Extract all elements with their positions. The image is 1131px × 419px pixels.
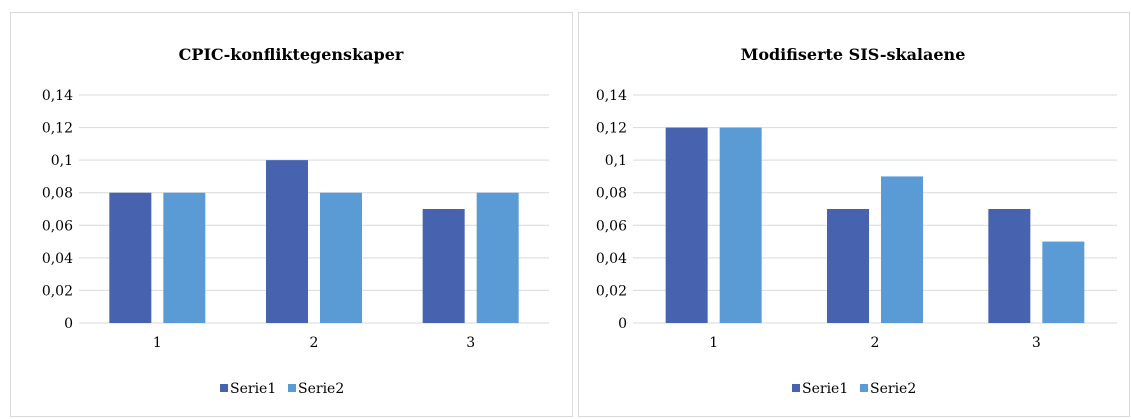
y-tick-label: 0,02 — [596, 283, 627, 299]
bar-serie2-2 — [320, 192, 362, 323]
y-tick-label: 0 — [64, 316, 73, 332]
chart-panel-cpic: CPIC-konfliktegenskaper 0 0,02 0,04 0,06 0,08… — [10, 12, 573, 417]
chart-panel-sis: Modifiserte SIS-skalaene 0 0,02 0,04 0,06 0,0… — [578, 12, 1130, 417]
bar-serie2-1 — [163, 192, 206, 323]
y-tick-label: 0 — [618, 316, 627, 332]
chart-svg-sis: Modifiserte SIS-skalaene 0 0,02 0,04 0,06 0,0… — [596, 45, 1117, 397]
y-tick-label: 0,14 — [596, 88, 627, 104]
chart-title: CPIC-konfliktegenskaper — [179, 45, 404, 64]
legend-label-serie2: Serie2 — [870, 381, 916, 397]
y-tick-label: 0,06 — [596, 218, 627, 234]
y-tick-label: 0,14 — [42, 88, 73, 104]
x-tick-label: 1 — [709, 335, 718, 351]
legend-label-serie2: Serie2 — [298, 381, 344, 397]
bar-serie1-1 — [109, 192, 152, 323]
legend-swatch-serie2 — [288, 384, 296, 392]
y-tick-label: 0,08 — [596, 186, 627, 202]
legend-swatch-serie1 — [220, 384, 228, 392]
chart-title: Modifiserte SIS-skalaene — [741, 45, 966, 64]
x-tick-label: 2 — [310, 335, 319, 351]
bar-serie1-2 — [266, 160, 308, 323]
y-tick-label: 0,08 — [42, 186, 73, 202]
bar-serie2-3 — [476, 192, 519, 323]
bar-serie1-3 — [988, 209, 1031, 323]
bar-serie1-3 — [422, 209, 465, 323]
y-tick-label: 0,04 — [42, 251, 73, 267]
y-tick-label: 0,06 — [42, 218, 73, 234]
y-tick-label: 0,12 — [42, 121, 73, 137]
x-tick-label: 2 — [871, 335, 880, 351]
bar-serie2-3 — [1042, 241, 1085, 323]
legend-swatch-serie1 — [792, 384, 800, 392]
chart-svg-cpic: CPIC-konfliktegenskaper 0 0,02 0,04 0,06 0,08… — [42, 45, 549, 397]
legend-label-serie1: Serie1 — [230, 381, 276, 397]
legend-swatch-serie2 — [860, 384, 868, 392]
legend-label-serie1: Serie1 — [802, 381, 848, 397]
x-tick-label: 3 — [466, 335, 475, 351]
x-tick-label: 1 — [153, 335, 162, 351]
y-tick-label: 0,12 — [596, 121, 627, 137]
y-tick-label: 0,02 — [42, 283, 73, 299]
y-tick-label: 0,1 — [51, 153, 73, 169]
x-tick-label: 3 — [1032, 335, 1041, 351]
bar-serie2-2 — [881, 176, 923, 323]
bar-serie1-2 — [827, 209, 869, 323]
bar-serie2-1 — [719, 127, 762, 323]
bar-serie1-1 — [665, 127, 708, 323]
y-tick-label: 0,1 — [605, 153, 627, 169]
y-tick-label: 0,04 — [596, 251, 627, 267]
